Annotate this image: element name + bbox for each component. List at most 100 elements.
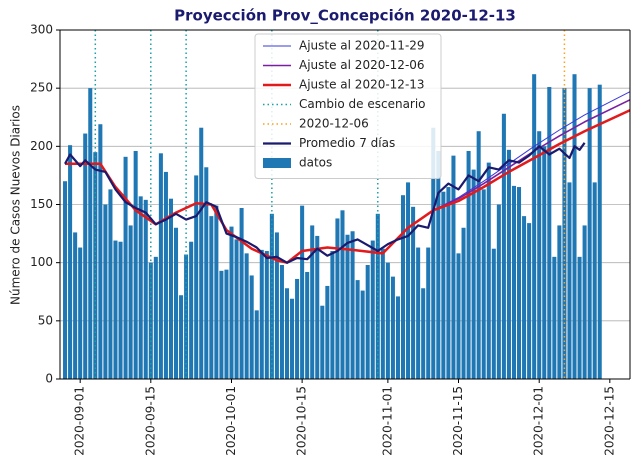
bar: [481, 189, 486, 379]
bar: [284, 288, 290, 379]
bar: [73, 232, 78, 379]
bar: [436, 150, 441, 379]
bar: [274, 232, 279, 379]
bar: [446, 187, 451, 379]
bar: [224, 269, 229, 379]
series-line: [64, 142, 586, 264]
legend-label: Ajuste al 2020-12-06: [299, 58, 425, 72]
bar: [431, 127, 436, 379]
bar: [587, 88, 592, 380]
bar: [214, 205, 219, 379]
bar: [395, 296, 400, 379]
bar: [305, 271, 310, 379]
y-axis-label: Número de Casos Nuevos Diarios: [9, 105, 23, 305]
bar: [300, 205, 305, 379]
bar: [400, 195, 406, 379]
bar: [244, 253, 249, 379]
bar: [461, 227, 466, 379]
legend-label: Ajuste al 2020-11-29: [299, 39, 425, 53]
legend-box: [254, 33, 442, 179]
bar: [88, 88, 93, 380]
bar: [416, 247, 421, 379]
bar: [209, 216, 214, 379]
bar: [552, 256, 557, 379]
bar: [229, 226, 234, 379]
bar: [476, 131, 481, 379]
bar: [179, 295, 184, 379]
bar: [451, 155, 456, 379]
bar: [279, 264, 284, 379]
y-tick-label: 0: [45, 372, 53, 386]
bar: [486, 162, 491, 379]
legend-label: 2020-12-06: [299, 117, 369, 131]
bar: [567, 182, 572, 379]
bar: [143, 199, 148, 379]
bar: [370, 240, 375, 379]
bar: [103, 204, 108, 379]
bar: [537, 131, 542, 379]
bar: [506, 149, 511, 379]
bar: [390, 276, 395, 379]
bar: [204, 167, 209, 379]
bar: [184, 254, 189, 379]
bar: [133, 150, 138, 379]
bar: [148, 262, 153, 379]
bar: [582, 225, 587, 379]
bar: [385, 262, 390, 379]
x-tick-label: 2020-09-15: [143, 386, 157, 456]
bar: [350, 231, 355, 379]
bar: [471, 169, 476, 379]
bar: [168, 198, 173, 379]
bar: [63, 181, 68, 379]
y-tick-label: 150: [30, 197, 53, 211]
bar: [355, 280, 360, 379]
bar: [501, 113, 506, 379]
bar: [163, 171, 168, 379]
bar: [264, 251, 269, 379]
legend-label: datos: [299, 156, 332, 170]
bar: [527, 223, 532, 379]
bar: [491, 248, 496, 379]
x-tick-label: 2020-12-01: [532, 386, 546, 456]
bar: [315, 235, 320, 379]
bar: [411, 206, 416, 379]
bar: [592, 182, 597, 379]
bar: [113, 240, 118, 379]
bar: [380, 248, 385, 379]
y-tick-label: 100: [30, 255, 53, 269]
legend-swatch: [263, 158, 291, 168]
x-tick-label: 2020-09-01: [73, 386, 87, 456]
bar: [153, 256, 158, 379]
bar: [189, 241, 194, 379]
bar: [128, 225, 133, 379]
bar: [320, 305, 325, 379]
bar: [108, 189, 113, 379]
bar: [522, 216, 527, 379]
bar: [421, 288, 426, 379]
bar: [496, 204, 501, 379]
bar: [93, 152, 98, 379]
y-tick-label: 300: [30, 23, 53, 37]
bar: [330, 251, 335, 379]
x-tick-label: 2020-10-15: [295, 386, 309, 456]
bar: [219, 270, 224, 379]
bar: [199, 127, 204, 379]
bar: [335, 218, 340, 379]
chart-title: Proyección Prov_Concepción 2020-12-13: [174, 7, 516, 25]
x-tick-label: 2020-12-15: [602, 386, 616, 456]
y-tick-label: 50: [38, 313, 53, 327]
bar: [532, 74, 537, 379]
bar: [158, 153, 163, 379]
bar: [577, 256, 582, 379]
bar: [456, 253, 461, 379]
legend-label: Cambio de escenario: [299, 97, 426, 111]
legend-label: Promedio 7 días: [299, 136, 395, 150]
bar: [426, 247, 431, 379]
bar: [310, 225, 315, 379]
x-tick-label: 2020-10-01: [224, 386, 238, 456]
bar: [517, 187, 522, 379]
bar: [83, 133, 88, 379]
bar: [290, 298, 295, 379]
bar: [406, 182, 411, 379]
